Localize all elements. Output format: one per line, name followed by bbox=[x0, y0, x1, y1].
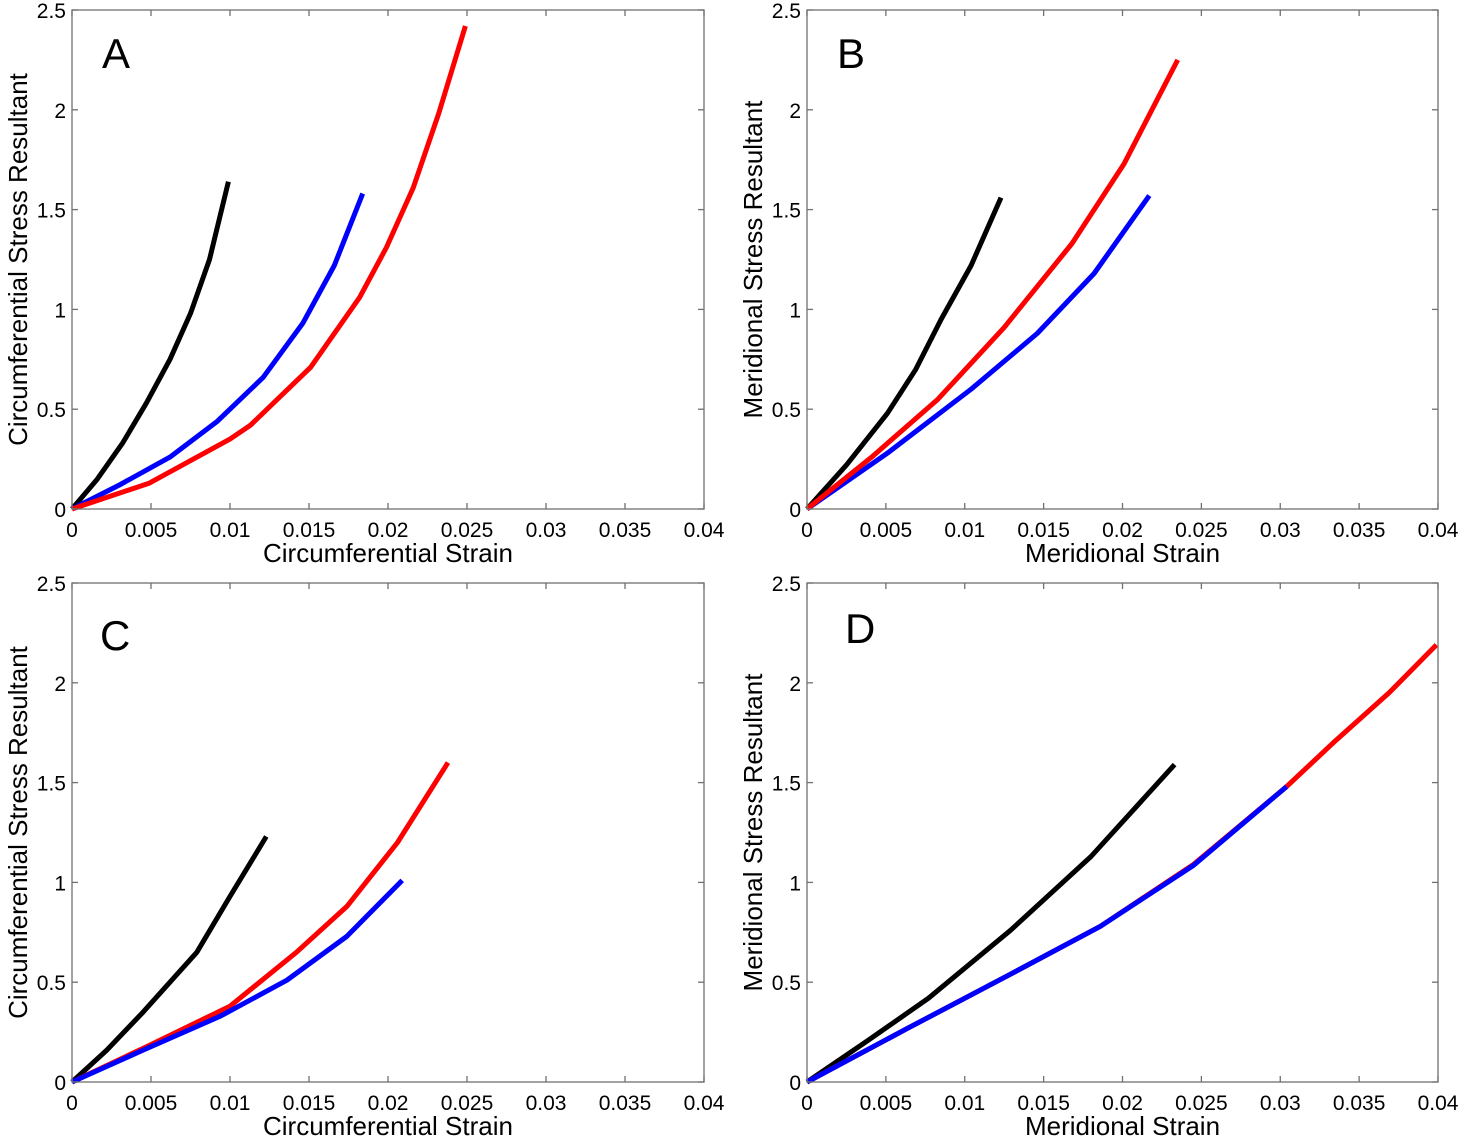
panel-letter: A bbox=[102, 30, 130, 77]
x-tick-label: 0.025 bbox=[1175, 519, 1228, 542]
panel-letter: C bbox=[100, 612, 130, 659]
x-tick-label: 0.035 bbox=[1333, 519, 1386, 542]
series-line-black bbox=[805, 762, 1177, 1085]
y-tick-label: 0.5 bbox=[772, 972, 801, 995]
y-axis-label: Circumferential Stress Resultant bbox=[3, 72, 33, 446]
panel-letter: D bbox=[845, 605, 875, 652]
y-tick-label: 0.5 bbox=[37, 399, 66, 422]
series-group bbox=[70, 25, 468, 512]
y-tick-label: 2.5 bbox=[772, 0, 801, 23]
x-tick-label: 0.035 bbox=[1333, 1092, 1386, 1115]
y-tick-label: 0 bbox=[789, 499, 801, 522]
x-tick-label: 0.01 bbox=[210, 519, 251, 542]
x-tick-label: 0.035 bbox=[599, 519, 652, 542]
x-tick-label: 0 bbox=[801, 1092, 813, 1115]
y-tick-label: 1 bbox=[54, 299, 66, 322]
series-line-blue bbox=[805, 194, 1152, 512]
x-tick-label: 0.04 bbox=[684, 519, 725, 542]
y-tick-label: 1 bbox=[54, 872, 66, 895]
x-tick-label: 0.02 bbox=[1102, 519, 1143, 542]
y-tick-label: 2.5 bbox=[772, 573, 801, 596]
series-group bbox=[70, 761, 451, 1085]
x-tick-label: 0.005 bbox=[125, 519, 178, 542]
x-axis-label: Circumferential Strain bbox=[263, 1111, 513, 1141]
y-tick-label: 2 bbox=[54, 673, 66, 696]
x-tick-label: 0.03 bbox=[1260, 519, 1301, 542]
series-line-black bbox=[70, 835, 269, 1084]
y-tick-label: 1 bbox=[789, 872, 801, 895]
series-line-red bbox=[70, 761, 451, 1085]
x-tick-label: 0.015 bbox=[283, 519, 336, 542]
y-tick-label: 0.5 bbox=[772, 399, 801, 422]
x-axis-label: Meridional Strain bbox=[1025, 538, 1220, 568]
axes-frame bbox=[71, 9, 705, 510]
y-tick-label: 2.5 bbox=[37, 573, 66, 596]
panel-b: 0 0.005 0.01 0.015 0.02 0.025 0.03 0.035 0.04 0 0.… bbox=[738, 0, 1459, 568]
series-line-black bbox=[70, 181, 231, 511]
x-tick-label: 0.01 bbox=[210, 1092, 251, 1115]
x-tick-label: 0 bbox=[801, 519, 813, 542]
y-tick-label: 1 bbox=[789, 299, 801, 322]
x-tick-label: 0.035 bbox=[599, 1092, 652, 1115]
x-tick-label: 0.025 bbox=[1175, 1092, 1228, 1115]
panel-letter: B bbox=[837, 30, 865, 77]
series-line-red bbox=[71, 25, 468, 512]
x-tick-label: 0.005 bbox=[860, 519, 913, 542]
y-tick-label: 0.5 bbox=[37, 972, 66, 995]
y-tick-label: 2 bbox=[789, 673, 801, 696]
y-axis-label: Meridional Stress Resultant bbox=[738, 100, 768, 419]
series-line-red bbox=[805, 58, 1180, 511]
x-tick-label: 0.015 bbox=[1017, 519, 1070, 542]
series-line-blue bbox=[805, 784, 1289, 1085]
y-tick-label: 0 bbox=[789, 1072, 801, 1095]
y-tick-label: 0 bbox=[54, 499, 66, 522]
y-axis-label: Circumferential Stress Resultant bbox=[3, 645, 33, 1019]
x-tick-label: 0.04 bbox=[1418, 519, 1459, 542]
x-tick-label: 0.015 bbox=[1017, 1092, 1070, 1115]
y-tick-label: 1.5 bbox=[37, 773, 66, 796]
panel-a: 0 0.005 0.01 0.015 0.02 0.025 0.03 0.035 0.04 0 0.… bbox=[3, 0, 725, 568]
x-tick-label: 0.03 bbox=[526, 1092, 567, 1115]
x-tick-label: 0.04 bbox=[684, 1092, 725, 1115]
axes-frame bbox=[806, 582, 1439, 1083]
y-axis-label: Meridional Stress Resultant bbox=[738, 673, 768, 992]
x-tick-label: 0 bbox=[66, 1092, 78, 1115]
x-tick-label: 0.005 bbox=[125, 1092, 178, 1115]
x-tick-label: 0.01 bbox=[944, 519, 985, 542]
x-tick-label: 0.02 bbox=[368, 519, 409, 542]
x-tick-label: 0.025 bbox=[441, 1092, 494, 1115]
x-tick-label: 0.01 bbox=[944, 1092, 985, 1115]
x-tick-label: 0.02 bbox=[368, 1092, 409, 1115]
y-tick-label: 1.5 bbox=[772, 773, 801, 796]
x-tick-label: 0.02 bbox=[1102, 1092, 1143, 1115]
y-tick-label: 1.5 bbox=[37, 200, 66, 223]
y-tick-label: 0 bbox=[54, 1072, 66, 1095]
x-tick-label: 0 bbox=[66, 519, 78, 542]
panel-d: 0 0.005 0.01 0.015 0.02 0.025 0.03 0.035 0.04 0 0.… bbox=[738, 573, 1459, 1141]
y-tick-label: 2 bbox=[789, 100, 801, 123]
y-tick-label: 1.5 bbox=[772, 200, 801, 223]
x-tick-label: 0.025 bbox=[441, 519, 494, 542]
y-tick-label: 2 bbox=[54, 100, 66, 123]
x-tick-label: 0.04 bbox=[1418, 1092, 1459, 1115]
series-group bbox=[805, 643, 1439, 1085]
y-tick-label: 2.5 bbox=[37, 0, 66, 23]
axes-frame bbox=[71, 582, 705, 1083]
x-tick-label: 0.03 bbox=[1260, 1092, 1301, 1115]
series-group bbox=[805, 58, 1180, 512]
x-axis-label: Circumferential Strain bbox=[263, 538, 513, 568]
panel-c: 0 0.005 0.01 0.015 0.02 0.025 0.03 0.035 0.04 0 0.… bbox=[3, 573, 725, 1141]
series-line-blue bbox=[70, 878, 404, 1085]
x-tick-label: 0.005 bbox=[860, 1092, 913, 1115]
x-tick-label: 0.015 bbox=[283, 1092, 336, 1115]
series-line-black bbox=[805, 196, 1004, 511]
x-tick-label: 0.03 bbox=[526, 519, 567, 542]
series-line-blue bbox=[70, 192, 366, 512]
x-axis-label: Meridional Strain bbox=[1025, 1111, 1220, 1141]
